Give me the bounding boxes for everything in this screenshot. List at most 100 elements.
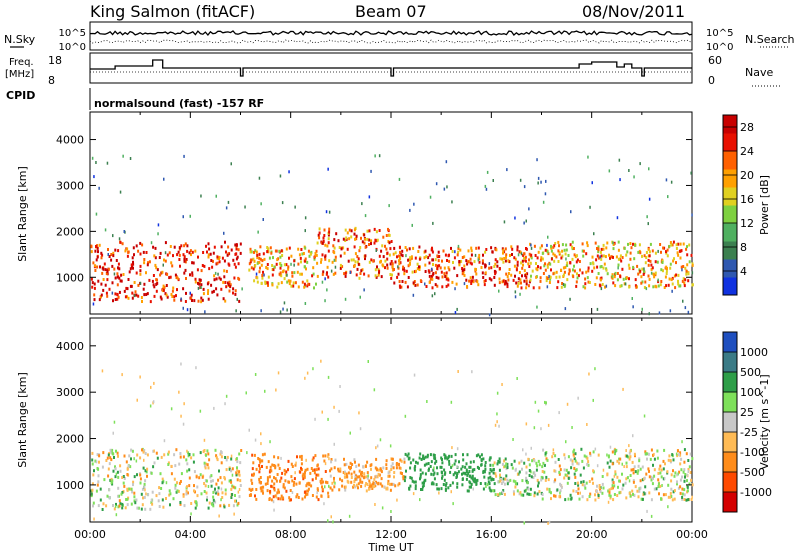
date-title: 08/Nov/2011 — [582, 2, 685, 21]
heat-cell — [171, 289, 174, 293]
heat-cell — [158, 256, 161, 259]
heat-cell — [478, 253, 481, 257]
heat-cell — [653, 468, 656, 472]
heat-cell — [660, 250, 662, 254]
heat-cell — [175, 276, 178, 279]
heat-cell — [647, 452, 650, 456]
heat-cell — [617, 257, 620, 261]
nave-tick-low: 0 — [708, 74, 715, 87]
heat-cell — [142, 450, 145, 454]
heat-cell — [403, 479, 406, 483]
heat-cell — [601, 475, 604, 478]
heat-cell — [152, 449, 155, 453]
heat-cell — [368, 487, 370, 491]
heat-cell — [151, 490, 154, 494]
heat-cell — [594, 447, 597, 451]
heat-cell — [353, 228, 356, 232]
heat-cell — [349, 431, 351, 435]
heat-cell — [386, 251, 389, 255]
heat-cell — [529, 487, 532, 491]
heat-cell — [687, 459, 690, 462]
heat-cell — [95, 460, 98, 464]
heat-cell — [471, 469, 474, 473]
heat-cell — [184, 260, 187, 264]
heat-cell — [431, 294, 434, 298]
heat-cell — [377, 268, 380, 272]
velocity-ylabel: Slant Range [km] — [16, 372, 29, 468]
heat-cell — [312, 266, 315, 270]
heat-cell — [444, 456, 447, 460]
heat-cell — [139, 264, 142, 268]
heat-cell — [526, 272, 529, 276]
heat-cell — [691, 495, 693, 499]
heat-cell — [546, 277, 549, 280]
heat-cell — [521, 274, 523, 278]
heat-cell — [215, 194, 217, 198]
heat-cell — [469, 474, 472, 478]
heat-cell — [208, 501, 211, 505]
heat-cell — [409, 461, 412, 465]
heat-cell — [345, 475, 348, 479]
heat-cell — [504, 259, 507, 263]
heat-cell — [91, 156, 94, 160]
heat-cell — [404, 246, 407, 249]
heat-cell — [600, 257, 603, 261]
heat-cell — [429, 195, 432, 199]
heat-cell — [580, 480, 583, 484]
noise-panel-frame — [89, 21, 693, 51]
heat-cell — [140, 492, 143, 496]
heat-cell — [666, 248, 669, 252]
heat-cell — [113, 507, 116, 511]
heat-cell — [389, 488, 392, 492]
heat-cell — [258, 270, 261, 274]
heat-cell — [335, 232, 338, 236]
heat-cell — [608, 488, 611, 492]
heat-cell — [224, 492, 227, 496]
heat-cell — [92, 261, 95, 265]
heat-cell — [212, 259, 214, 263]
heat-cell — [370, 169, 372, 173]
heat-cell — [238, 299, 241, 303]
heat-cell — [217, 272, 219, 276]
heat-cell — [528, 469, 531, 472]
heat-cell — [129, 284, 132, 288]
heat-cell — [609, 256, 611, 260]
heat-cell — [433, 466, 435, 470]
heat-cell — [678, 453, 681, 457]
heat-cell — [158, 505, 161, 508]
heat-cell — [676, 251, 679, 255]
heat-cell — [398, 262, 401, 266]
heat-cell — [133, 281, 136, 284]
heat-cell — [354, 237, 356, 241]
heat-cell — [682, 242, 685, 246]
heat-cell — [571, 459, 574, 463]
heat-cell — [528, 474, 531, 477]
heat-cell — [219, 476, 222, 480]
heat-cell — [421, 488, 424, 491]
heat-cell — [399, 257, 402, 261]
heat-cell — [151, 502, 154, 506]
heat-cell — [456, 307, 458, 311]
heat-cell — [116, 451, 119, 455]
heat-cell — [271, 463, 274, 467]
heat-cell — [508, 268, 511, 271]
heat-cell — [205, 244, 207, 248]
heat-cell — [143, 261, 146, 265]
heat-cell — [258, 464, 261, 468]
heat-cell — [362, 465, 365, 469]
heat-cell — [592, 262, 595, 266]
heat-cell — [150, 241, 153, 245]
heat-cell — [382, 466, 385, 470]
heat-cell — [619, 457, 622, 461]
heat-cell — [107, 467, 110, 471]
heat-cell — [106, 269, 109, 273]
nsky-label: N.Sky — [4, 33, 36, 46]
heat-cell — [579, 268, 581, 272]
heat-cell — [306, 260, 309, 264]
heat-cell — [602, 254, 605, 258]
heat-cell — [679, 451, 682, 455]
x-axis-label: Time UT — [367, 541, 413, 554]
heat-cell — [298, 253, 301, 257]
heat-cell — [258, 467, 261, 470]
heat-cell — [444, 275, 447, 278]
